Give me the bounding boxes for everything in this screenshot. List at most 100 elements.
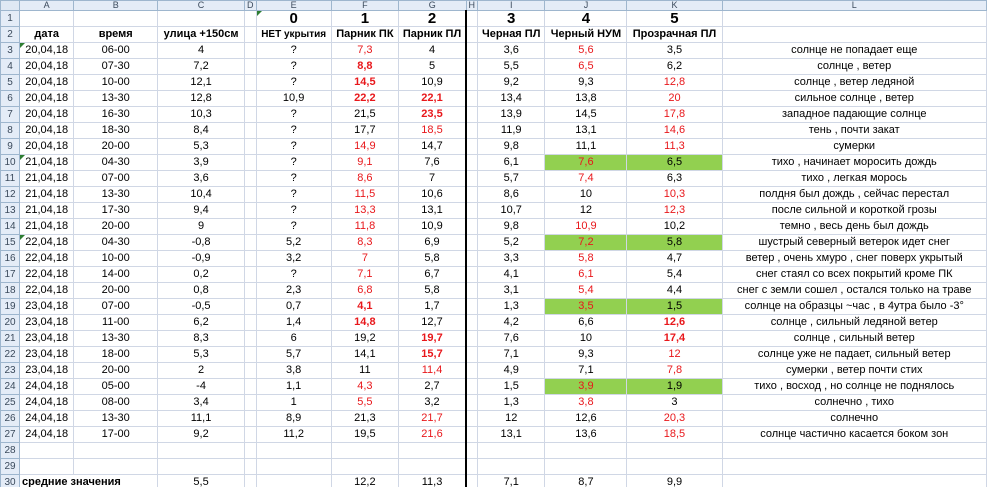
cell-date[interactable]: 22,04,18 <box>18 250 75 267</box>
cell-greenhouse-pl-temp[interactable]: 6,9 <box>398 234 468 251</box>
cell-date[interactable]: 21,04,18 <box>18 170 75 187</box>
cell-no-cover-temp[interactable]: 3,2 <box>255 250 332 267</box>
cell-greenhouse-pl-temp[interactable]: 12,7 <box>398 314 468 331</box>
cell[interactable] <box>244 346 257 363</box>
cell-number[interactable]: 4 <box>544 10 628 27</box>
cell-black-num-temp[interactable]: 14,5 <box>544 106 628 123</box>
cell[interactable] <box>244 138 257 155</box>
cell-note[interactable]: солнце , сильный ветер <box>721 330 987 347</box>
cell-greenhouse-pl-temp[interactable]: 4 <box>398 42 468 59</box>
cell[interactable] <box>244 90 257 107</box>
cell-date[interactable]: 23,04,18 <box>18 314 75 331</box>
cell-black-num-temp[interactable]: 7,2 <box>544 234 628 251</box>
cell-time[interactable]: 10-00 <box>73 74 159 91</box>
header-time[interactable]: время <box>73 26 159 43</box>
cell[interactable] <box>465 474 478 487</box>
cell-greenhouse-pl-temp[interactable]: 18,5 <box>398 122 468 139</box>
cell-black-num-temp[interactable]: 10 <box>544 186 628 203</box>
cell[interactable] <box>244 298 257 315</box>
cell[interactable] <box>721 458 987 475</box>
cell-black-pl-temp[interactable]: 1,3 <box>476 298 546 315</box>
cell-greenhouse-pc-temp[interactable]: 4,3 <box>330 378 400 395</box>
cell-clear-pl-temp[interactable]: 4,4 <box>626 282 723 299</box>
cell-note[interactable]: солнце уже не падает, сильный ветер <box>721 346 987 363</box>
cell-clear-pl-temp[interactable]: 4,7 <box>626 250 723 267</box>
cell[interactable] <box>330 442 400 459</box>
cell-street-temp[interactable]: 8,3 <box>157 330 246 347</box>
cell-black-num-temp[interactable]: 9,3 <box>544 74 628 91</box>
cell-black-num-temp[interactable]: 9,3 <box>544 346 628 363</box>
cell-date[interactable]: 23,04,18 <box>18 298 75 315</box>
cell[interactable] <box>465 186 478 203</box>
cell-time[interactable]: 13-30 <box>73 410 159 427</box>
cell-black-pl-temp[interactable]: 5,7 <box>476 170 546 187</box>
cell[interactable] <box>244 250 257 267</box>
cell[interactable] <box>73 10 159 27</box>
cell[interactable] <box>157 10 246 27</box>
cell-street-temp[interactable]: 6,2 <box>157 314 246 331</box>
cell[interactable] <box>465 218 478 235</box>
cell[interactable] <box>465 378 478 395</box>
cell-greenhouse-pl-temp[interactable]: 10,9 <box>398 74 468 91</box>
cell-clear-pl-temp[interactable]: 1,9 <box>626 378 723 395</box>
cell-black-pl-temp[interactable]: 1,3 <box>476 394 546 411</box>
cell-greenhouse-pc-temp[interactable]: 14,5 <box>330 74 400 91</box>
cell-black-pl-temp[interactable]: 9,8 <box>476 218 546 235</box>
cell[interactable] <box>244 378 257 395</box>
cell-greenhouse-pc-temp[interactable]: 8,3 <box>330 234 400 251</box>
header-street[interactable]: улица +150см <box>157 26 246 43</box>
cell[interactable] <box>721 474 987 487</box>
cell-street-temp[interactable]: -0,5 <box>157 298 246 315</box>
cell[interactable] <box>244 474 257 487</box>
cell-greenhouse-pl-temp[interactable]: 10,6 <box>398 186 468 203</box>
cell-black-num-temp[interactable]: 7,6 <box>544 154 628 171</box>
cell[interactable] <box>244 458 257 475</box>
cell-greenhouse-pc-temp[interactable]: 13,3 <box>330 202 400 219</box>
cell-note[interactable]: тихо , легкая морось <box>721 170 987 187</box>
column-header[interactable]: F <box>330 0 400 11</box>
cell-black-num-temp[interactable]: 10,9 <box>544 218 628 235</box>
row-number[interactable]: 22 <box>0 346 20 363</box>
cell-date[interactable]: 22,04,18 <box>18 282 75 299</box>
cell-greenhouse-pc-temp[interactable]: 21,3 <box>330 410 400 427</box>
row-number[interactable]: 12 <box>0 186 20 203</box>
cell-black-num-temp[interactable]: 13,1 <box>544 122 628 139</box>
column-header[interactable]: B <box>73 0 159 11</box>
cell-black-pl-temp[interactable]: 13,9 <box>476 106 546 123</box>
cell-greenhouse-pc-temp[interactable]: 8,6 <box>330 170 400 187</box>
cell-no-cover-temp[interactable]: ? <box>255 218 332 235</box>
cell-street-temp[interactable]: 9,2 <box>157 426 246 443</box>
column-header[interactable]: D <box>244 0 257 11</box>
cell[interactable] <box>398 458 468 475</box>
cell[interactable] <box>465 394 478 411</box>
cell[interactable] <box>244 442 257 459</box>
row-number[interactable]: 20 <box>0 314 20 331</box>
cell-street-temp[interactable]: 12,1 <box>157 74 246 91</box>
cell-greenhouse-pl-temp[interactable]: 11,4 <box>398 362 468 379</box>
cell-number[interactable]: 1 <box>330 10 400 27</box>
row-number[interactable]: 21 <box>0 330 20 347</box>
cell-note[interactable]: солнечно <box>721 410 987 427</box>
cell-clear-pl-temp[interactable]: 17,8 <box>626 106 723 123</box>
cell-no-cover-temp[interactable]: ? <box>255 74 332 91</box>
cell-number[interactable]: 3 <box>476 10 546 27</box>
cell-date[interactable]: 24,04,18 <box>18 394 75 411</box>
cell-note[interactable]: полдня был дождь , сейчас перестал <box>721 186 987 203</box>
cell-note[interactable]: сумерки <box>721 138 987 155</box>
cell-note[interactable]: после сильной и короткой грозы <box>721 202 987 219</box>
cell-greenhouse-pc-temp[interactable]: 9,1 <box>330 154 400 171</box>
cell-black-pl-temp[interactable]: 7,6 <box>476 330 546 347</box>
cell-time[interactable]: 06-00 <box>73 42 159 59</box>
cell-no-cover-temp[interactable]: ? <box>255 154 332 171</box>
row-number[interactable]: 13 <box>0 202 20 219</box>
cell-black-num-temp[interactable]: 12,6 <box>544 410 628 427</box>
cell-time[interactable]: 18-30 <box>73 122 159 139</box>
row-number[interactable]: 2 <box>0 26 20 43</box>
average-greenhouse-pc[interactable]: 12,2 <box>330 474 400 487</box>
cell[interactable] <box>255 474 332 487</box>
cell-note[interactable]: солнце , сильный ледяной ветер <box>721 314 987 331</box>
cell-greenhouse-pc-temp[interactable]: 7 <box>330 250 400 267</box>
cell[interactable] <box>465 26 478 43</box>
cell-greenhouse-pl-temp[interactable]: 22,1 <box>398 90 468 107</box>
cell-black-num-temp[interactable]: 3,8 <box>544 394 628 411</box>
